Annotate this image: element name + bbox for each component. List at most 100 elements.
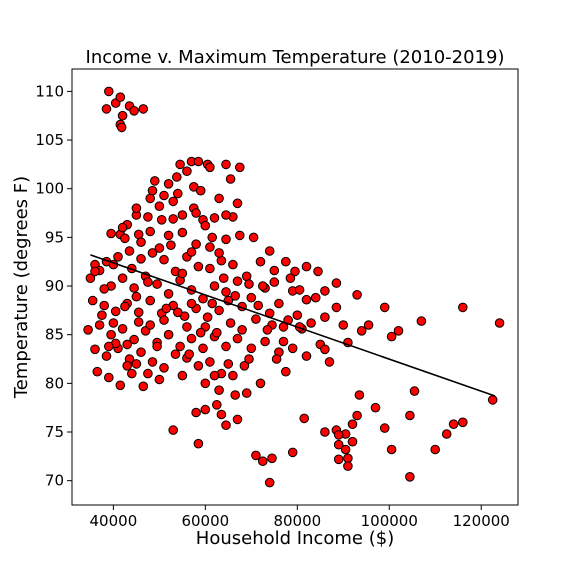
data-point — [173, 307, 183, 318]
data-point — [175, 159, 185, 170]
y-tick-label: 90 — [45, 277, 64, 295]
data-point — [264, 246, 275, 256]
data-point — [221, 341, 231, 352]
data-point — [212, 400, 222, 410]
data-point — [209, 213, 220, 223]
data-point — [90, 344, 100, 355]
data-point — [310, 292, 321, 303]
data-point — [354, 390, 365, 400]
data-point — [97, 310, 107, 321]
data-point — [299, 413, 310, 424]
data-point — [235, 230, 245, 241]
data-point — [352, 410, 362, 421]
data-point — [214, 193, 224, 204]
data-point — [116, 122, 127, 133]
data-point — [166, 240, 176, 250]
data-point — [333, 454, 344, 465]
data-point — [159, 315, 169, 325]
data-point — [244, 279, 254, 289]
data-point — [193, 361, 204, 371]
data-point — [101, 104, 112, 114]
data-point — [340, 444, 351, 455]
data-point — [347, 436, 358, 447]
data-point — [129, 283, 139, 293]
data-point — [430, 444, 441, 455]
data-point — [104, 372, 114, 383]
data-point — [163, 289, 174, 299]
data-point — [145, 320, 155, 330]
data-point — [175, 341, 185, 352]
data-point — [152, 341, 162, 352]
data-point — [225, 318, 236, 328]
data-point — [271, 354, 282, 364]
data-point — [260, 336, 270, 347]
data-point — [122, 339, 132, 350]
data-point — [205, 242, 215, 252]
data-point — [255, 256, 266, 267]
data-point — [458, 302, 468, 313]
data-point — [209, 370, 220, 381]
data-point — [221, 287, 231, 297]
data-point — [104, 86, 114, 97]
data-point — [168, 196, 178, 207]
data-point — [246, 292, 257, 303]
data-point — [448, 419, 459, 430]
x-tick-label: 80000 — [273, 512, 321, 530]
data-point — [290, 266, 300, 277]
data-point — [232, 198, 243, 209]
data-point — [131, 203, 142, 213]
data-point — [99, 300, 109, 311]
data-point — [281, 366, 291, 377]
data-point — [163, 179, 174, 189]
data-point — [343, 461, 353, 471]
data-point — [212, 327, 222, 338]
data-point — [216, 409, 227, 420]
data-point — [136, 347, 146, 358]
data-point — [147, 248, 158, 258]
data-point — [244, 354, 254, 364]
data-point — [138, 104, 149, 114]
data-point — [101, 351, 112, 361]
data-point — [200, 220, 211, 231]
data-point — [147, 357, 158, 367]
data-point — [205, 263, 215, 274]
data-point — [117, 222, 128, 233]
data-point — [163, 230, 174, 241]
data-point — [232, 276, 243, 287]
data-point — [198, 343, 208, 354]
data-point — [221, 210, 231, 220]
data-point — [230, 390, 240, 400]
data-point — [287, 343, 298, 354]
data-point — [294, 285, 305, 295]
data-point — [200, 404, 211, 415]
data-point — [133, 307, 144, 318]
data-point — [90, 266, 100, 277]
y-tick-label: 80 — [45, 374, 64, 392]
regression-line — [90, 254, 496, 397]
data-point — [108, 318, 119, 328]
data-point — [177, 268, 188, 279]
data-point — [356, 326, 367, 336]
x-axis: 40000 60000 80000 100000 120000 — [90, 505, 510, 530]
data-point — [173, 188, 183, 199]
data-point — [168, 425, 178, 435]
data-point — [83, 325, 93, 335]
data-point — [186, 298, 197, 309]
data-point — [232, 333, 243, 344]
data-point — [154, 374, 165, 385]
data-point — [150, 176, 160, 186]
data-point — [172, 172, 182, 182]
data-point — [131, 359, 142, 369]
y-axis: 70 75 80 85 90 95 100 105 110 — [35, 82, 72, 490]
data-point — [255, 378, 266, 389]
data-point — [230, 291, 240, 301]
data-point — [405, 410, 415, 421]
data-point — [195, 327, 206, 338]
data-point — [221, 234, 231, 245]
data-point — [251, 314, 261, 324]
data-point — [218, 273, 229, 284]
data-point — [441, 429, 452, 439]
data-point — [214, 305, 224, 316]
data-point — [94, 320, 105, 330]
data-point — [106, 228, 116, 239]
